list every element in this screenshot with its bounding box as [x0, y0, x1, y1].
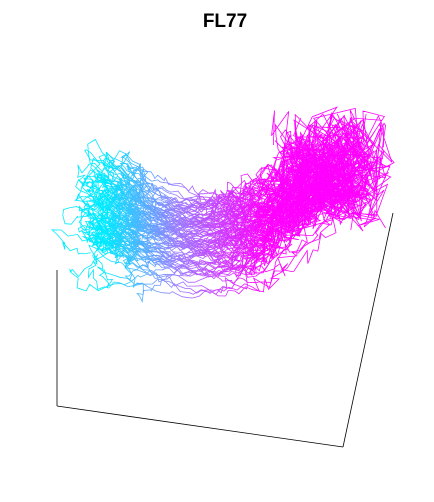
trajectory	[69, 153, 376, 292]
axes-box	[56, 212, 394, 448]
trajectories	[50, 106, 395, 304]
trajectory	[100, 149, 352, 198]
trajectory	[104, 170, 364, 293]
trajectory	[124, 176, 369, 282]
trajectory	[62, 166, 309, 225]
axis-edge	[56, 405, 344, 448]
axis-edge	[342, 212, 394, 448]
trajectory	[130, 159, 352, 205]
trajectory	[96, 173, 317, 232]
trajectory	[83, 159, 324, 269]
trajectory	[81, 114, 358, 248]
trajectory	[126, 115, 366, 233]
trajectory	[131, 158, 387, 285]
trajectory	[92, 159, 355, 255]
trajectory	[75, 124, 383, 219]
trajectory	[88, 170, 351, 217]
trajectory	[81, 136, 360, 215]
trajectory	[109, 113, 375, 278]
chart-title: FL77	[203, 11, 247, 32]
trajectory	[99, 113, 344, 242]
trajectory	[105, 114, 362, 266]
trajectory	[124, 123, 308, 223]
